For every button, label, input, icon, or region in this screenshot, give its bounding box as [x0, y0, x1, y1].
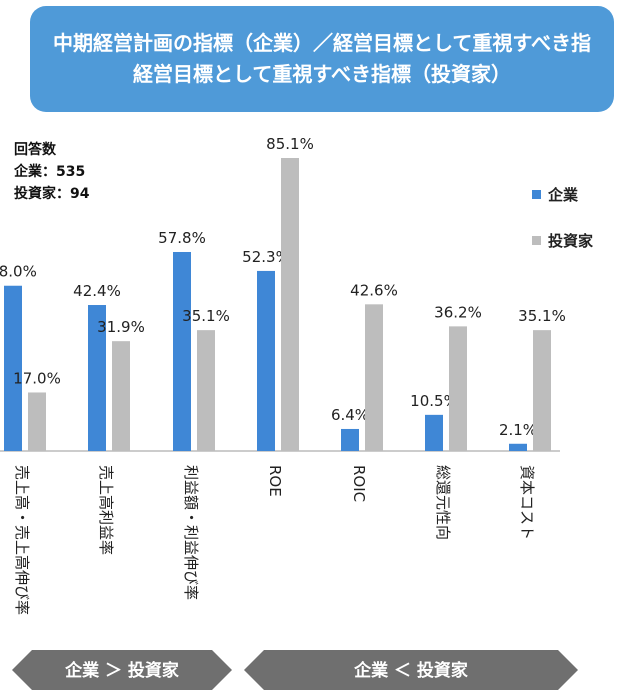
data-label-company-3: 52.3% — [242, 248, 290, 266]
bar-investor-6 — [533, 330, 551, 451]
bar-investor-2 — [197, 330, 215, 451]
bar-investor-4 — [365, 304, 383, 451]
bar-company-3 — [257, 270, 275, 451]
arrow-right-label: 企業 ＜ 投資家 — [353, 660, 468, 681]
category-label-6: 資本コスト — [518, 465, 536, 540]
legend-item-investor: 投資家 — [532, 228, 593, 252]
respondent-counts: 回答数 企業：535 投資家：94 — [14, 139, 89, 205]
category-label-1: 売上高利益率 — [97, 465, 115, 555]
bar-investor-3 — [281, 158, 299, 451]
bar-company-2 — [173, 251, 191, 451]
data-label-investor-1: 31.9% — [97, 318, 145, 336]
bar-company-5 — [425, 414, 443, 451]
data-label-company-1: 42.4% — [73, 282, 121, 300]
bar-investor-5 — [449, 326, 467, 451]
bar-company-4 — [341, 428, 359, 451]
data-label-investor-0: 17.0% — [13, 369, 61, 387]
category-label-5: 総還元性向 — [434, 465, 452, 540]
bar-chart: 48.0% 17.0% 売上高・売上高伸び率 42.4% 31.9% 売上高利益率 57.8… — [0, 135, 578, 690]
respondent-investor: 投資家：94 — [14, 186, 90, 202]
arrow-left-shape — [12, 650, 232, 690]
legend-label-company: 企業 — [548, 185, 579, 204]
category-label-3: ROE — [266, 465, 284, 497]
legend-item-company: 企業 — [532, 182, 593, 206]
legend-label-investor: 投資家 — [548, 231, 594, 250]
bar-company-0 — [4, 285, 22, 451]
bar-investor-0 — [28, 392, 46, 451]
data-label-investor-6: 35.1% — [518, 307, 566, 325]
data-label-investor-4: 42.6% — [350, 281, 398, 299]
data-label-company-6: 2.1% — [499, 421, 537, 439]
data-label-company-0: 48.0% — [0, 263, 37, 281]
bar-company-1 — [88, 305, 106, 451]
category-label-4: ROIC — [350, 465, 368, 502]
category-label-0: 売上高・売上高伸び率 — [13, 465, 31, 615]
category-label-2: 利益額・利益伸び率 — [182, 465, 200, 600]
data-label-investor-3: 85.1% — [266, 135, 314, 153]
legend-swatch-investor — [532, 235, 541, 245]
legend: 企業 投資家 — [532, 182, 593, 274]
arrow-left-label: 企業 ＞ 投資家 — [64, 660, 179, 681]
arrow-right-shape — [244, 650, 578, 690]
data-label-company-4: 6.4% — [331, 406, 369, 424]
bar-investor-1 — [112, 341, 130, 451]
chart-title: 中期経営計画の指標（企業）／経営目標として重視すべき指経営目標として重視すべき指… — [30, 6, 614, 112]
respondent-heading: 回答数 — [14, 142, 56, 158]
bar-company-6 — [509, 443, 527, 451]
data-label-investor-5: 36.2% — [434, 303, 482, 321]
data-label-company-5: 10.5% — [410, 392, 458, 410]
legend-swatch-company — [532, 189, 541, 199]
data-label-company-2: 57.8% — [158, 229, 206, 247]
data-label-investor-2: 35.1% — [182, 307, 230, 325]
respondent-company: 企業：535 — [14, 164, 86, 180]
